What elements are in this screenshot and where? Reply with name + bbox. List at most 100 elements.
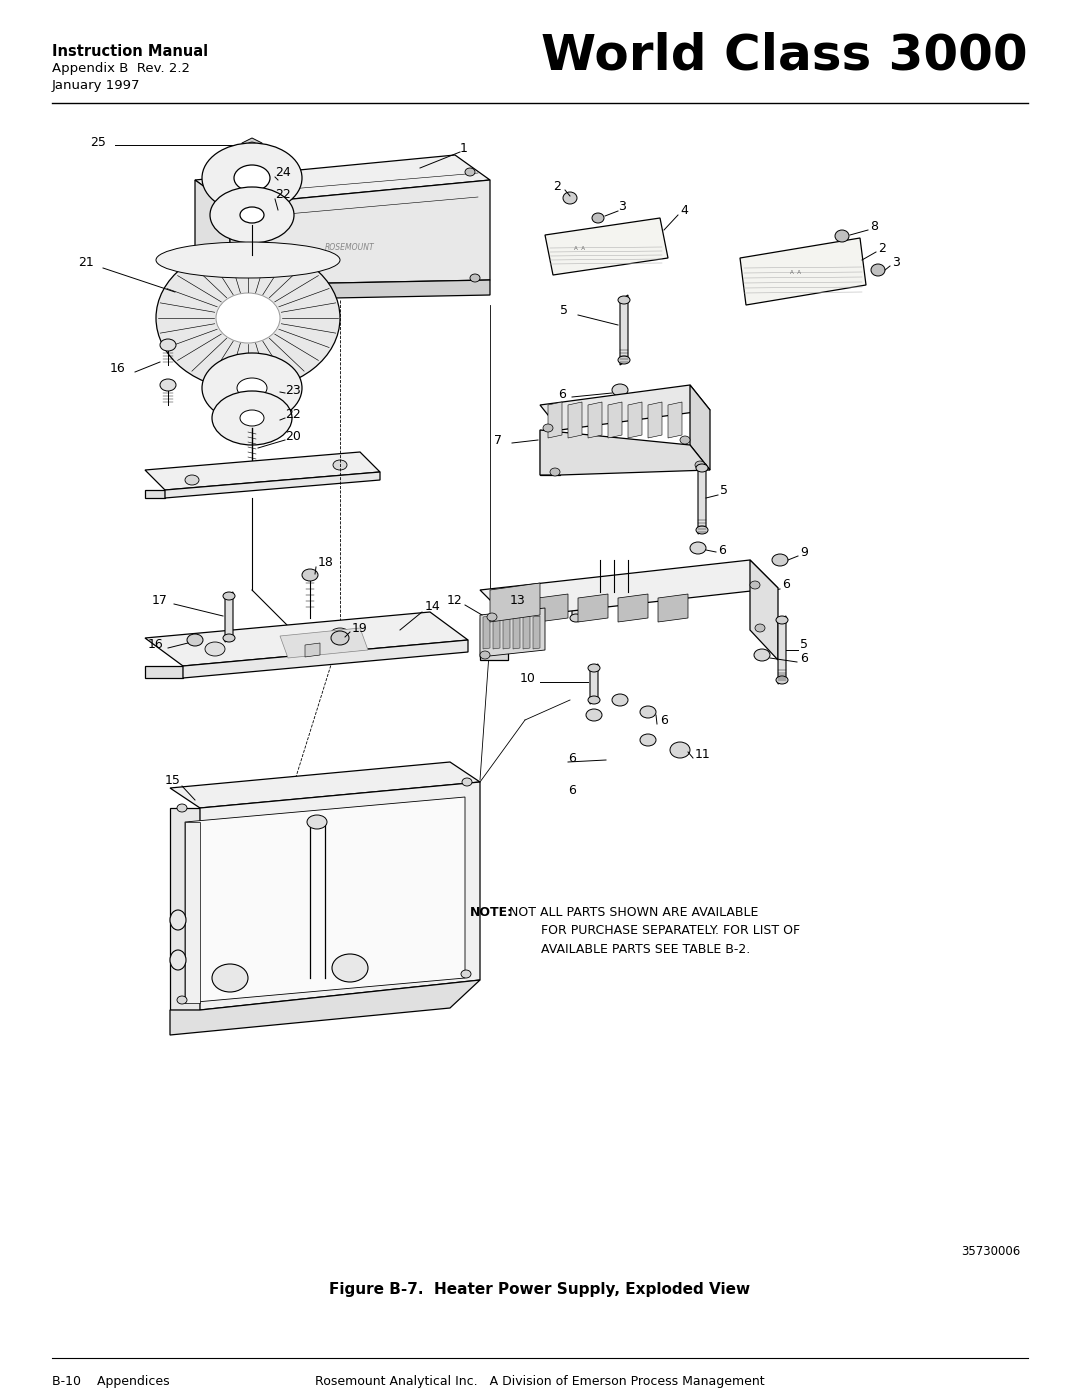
Text: 10: 10 bbox=[519, 672, 536, 685]
Polygon shape bbox=[170, 807, 200, 1010]
Text: 23: 23 bbox=[285, 384, 300, 397]
Polygon shape bbox=[513, 616, 519, 650]
Polygon shape bbox=[545, 218, 669, 275]
Ellipse shape bbox=[470, 274, 480, 282]
Polygon shape bbox=[608, 402, 622, 439]
Ellipse shape bbox=[240, 409, 264, 426]
Polygon shape bbox=[698, 464, 706, 534]
Polygon shape bbox=[145, 453, 380, 490]
Ellipse shape bbox=[212, 391, 292, 446]
Ellipse shape bbox=[177, 805, 187, 812]
Text: 16: 16 bbox=[110, 362, 125, 374]
Polygon shape bbox=[658, 594, 688, 622]
Ellipse shape bbox=[696, 464, 708, 472]
Ellipse shape bbox=[755, 624, 765, 631]
Polygon shape bbox=[627, 402, 642, 439]
Polygon shape bbox=[200, 782, 480, 1010]
Ellipse shape bbox=[777, 676, 788, 685]
Ellipse shape bbox=[465, 168, 475, 176]
Text: 35730006: 35730006 bbox=[961, 1245, 1020, 1259]
Polygon shape bbox=[740, 237, 866, 305]
Ellipse shape bbox=[170, 950, 186, 970]
Polygon shape bbox=[750, 560, 778, 659]
Ellipse shape bbox=[612, 384, 627, 395]
Ellipse shape bbox=[237, 379, 267, 398]
Polygon shape bbox=[480, 560, 778, 617]
Text: January 1997: January 1997 bbox=[52, 80, 140, 92]
Ellipse shape bbox=[210, 187, 294, 243]
Text: A  A: A A bbox=[575, 246, 585, 250]
Polygon shape bbox=[170, 981, 480, 1035]
Text: 8: 8 bbox=[870, 219, 878, 232]
Text: 6: 6 bbox=[718, 543, 726, 556]
Ellipse shape bbox=[612, 694, 627, 705]
Text: A  A: A A bbox=[789, 271, 800, 275]
Ellipse shape bbox=[216, 293, 280, 344]
Text: 7: 7 bbox=[494, 433, 502, 447]
Text: NOT ALL PARTS SHOWN ARE AVAILABLE
         FOR PURCHASE SEPARATELY. FOR LIST OF
: NOT ALL PARTS SHOWN ARE AVAILABLE FOR PU… bbox=[505, 907, 800, 956]
Ellipse shape bbox=[212, 964, 248, 992]
Text: 6: 6 bbox=[660, 714, 667, 726]
Ellipse shape bbox=[160, 339, 176, 351]
Text: 19: 19 bbox=[352, 622, 368, 634]
Text: 3: 3 bbox=[892, 256, 900, 268]
Text: Figure B-7.  Heater Power Supply, Exploded View: Figure B-7. Heater Power Supply, Explode… bbox=[329, 1282, 751, 1296]
Polygon shape bbox=[195, 155, 490, 205]
Polygon shape bbox=[618, 594, 648, 622]
Polygon shape bbox=[498, 594, 528, 622]
Ellipse shape bbox=[618, 356, 630, 365]
Polygon shape bbox=[280, 629, 368, 658]
Ellipse shape bbox=[187, 634, 203, 645]
Ellipse shape bbox=[247, 142, 257, 149]
Polygon shape bbox=[170, 761, 480, 807]
Polygon shape bbox=[145, 666, 183, 678]
Text: 11: 11 bbox=[696, 749, 711, 761]
Ellipse shape bbox=[870, 264, 885, 277]
Ellipse shape bbox=[461, 970, 471, 978]
Ellipse shape bbox=[185, 475, 199, 485]
Ellipse shape bbox=[618, 296, 630, 305]
Polygon shape bbox=[778, 616, 786, 685]
Text: 1: 1 bbox=[460, 141, 468, 155]
Ellipse shape bbox=[754, 650, 770, 661]
Text: 6: 6 bbox=[800, 651, 808, 665]
Ellipse shape bbox=[750, 581, 760, 590]
Text: 2: 2 bbox=[878, 242, 886, 254]
Polygon shape bbox=[145, 612, 468, 666]
Text: Appendix B  Rev. 2.2: Appendix B Rev. 2.2 bbox=[52, 61, 190, 75]
Polygon shape bbox=[225, 592, 233, 643]
Ellipse shape bbox=[586, 710, 602, 721]
Polygon shape bbox=[523, 616, 530, 650]
Text: 12: 12 bbox=[447, 594, 462, 606]
Text: Instruction Manual: Instruction Manual bbox=[52, 43, 208, 59]
Polygon shape bbox=[480, 617, 508, 659]
Text: 5: 5 bbox=[800, 638, 808, 651]
Ellipse shape bbox=[330, 631, 349, 645]
Ellipse shape bbox=[205, 643, 225, 657]
Polygon shape bbox=[548, 402, 562, 439]
Text: 5: 5 bbox=[561, 303, 568, 317]
Polygon shape bbox=[490, 583, 540, 622]
Ellipse shape bbox=[570, 584, 582, 592]
Polygon shape bbox=[578, 594, 608, 622]
Polygon shape bbox=[195, 285, 230, 300]
Text: 5: 5 bbox=[720, 483, 728, 496]
Ellipse shape bbox=[777, 616, 788, 624]
Ellipse shape bbox=[156, 246, 340, 390]
Ellipse shape bbox=[160, 379, 176, 391]
Ellipse shape bbox=[592, 212, 604, 224]
Ellipse shape bbox=[680, 436, 690, 444]
Text: 6: 6 bbox=[568, 752, 576, 764]
Text: 3: 3 bbox=[618, 201, 626, 214]
Polygon shape bbox=[230, 180, 490, 285]
Text: 17: 17 bbox=[152, 594, 167, 606]
Ellipse shape bbox=[754, 584, 770, 597]
Polygon shape bbox=[185, 798, 465, 1003]
Text: 13: 13 bbox=[510, 594, 526, 606]
Polygon shape bbox=[588, 402, 602, 439]
Ellipse shape bbox=[543, 425, 553, 432]
Polygon shape bbox=[568, 402, 582, 439]
Text: 20: 20 bbox=[285, 430, 301, 443]
Polygon shape bbox=[540, 386, 710, 430]
Polygon shape bbox=[540, 430, 710, 475]
